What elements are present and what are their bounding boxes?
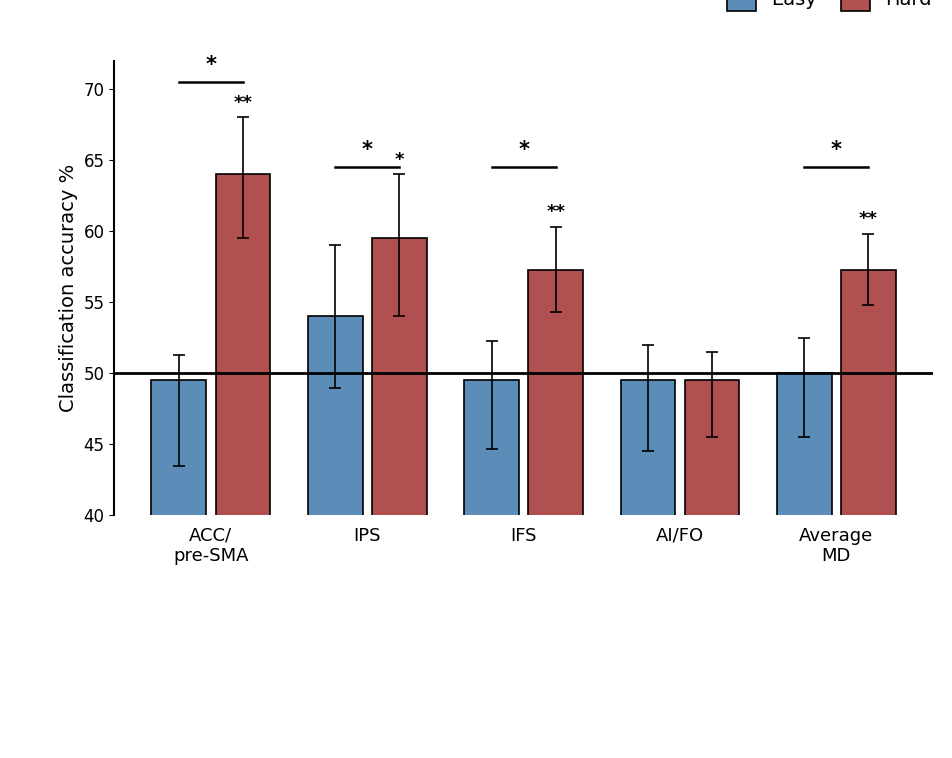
Bar: [841, 270, 896, 758]
Text: *: *: [394, 151, 404, 169]
Text: *: *: [518, 140, 529, 160]
Bar: [528, 270, 583, 758]
Bar: [215, 174, 270, 758]
Text: *: *: [831, 140, 842, 160]
Text: **: **: [233, 94, 252, 112]
Text: **: **: [546, 203, 565, 221]
Text: *: *: [206, 55, 216, 75]
Bar: [307, 317, 363, 758]
Legend: Easy, Hard: Easy, Hard: [719, 0, 940, 19]
Text: **: **: [859, 211, 878, 228]
Text: *: *: [362, 140, 373, 160]
Bar: [372, 238, 426, 758]
Bar: [151, 381, 207, 758]
Bar: [621, 381, 675, 758]
Bar: [465, 381, 519, 758]
Bar: [684, 381, 740, 758]
Y-axis label: Classification accuracy %: Classification accuracy %: [59, 164, 78, 412]
Bar: [777, 374, 832, 758]
